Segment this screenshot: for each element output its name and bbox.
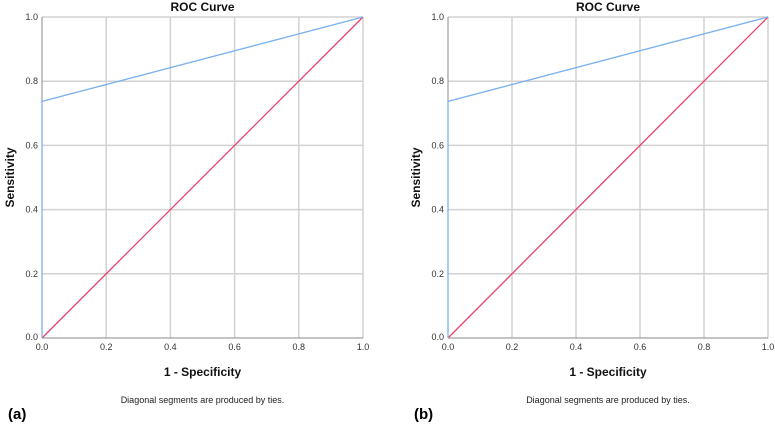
panel-label: (b) (414, 406, 433, 423)
x-tick-label: 0.8 (698, 342, 711, 352)
x-tick-label: 0.0 (36, 342, 49, 352)
y-tick-label: 0.8 (25, 76, 38, 86)
x-tick-label: 1.0 (357, 342, 370, 352)
y-tick-label: 0.4 (431, 205, 444, 215)
x-tick-label: 0.6 (634, 342, 647, 352)
x-tick-label: 0.0 (442, 342, 455, 352)
series-line-roc (447, 16, 769, 338)
y-tick-label: 0.6 (25, 140, 38, 150)
x-tick-label: 0.2 (506, 342, 519, 352)
x-tick-label: 0.6 (228, 342, 241, 352)
y-axis-label: Sensitivity (409, 147, 423, 207)
y-axis-label: Sensitivity (3, 147, 17, 207)
x-tick-label: 1.0 (762, 342, 775, 352)
chart-title: ROC Curve (170, 0, 234, 14)
footnote: Diagonal segments are produced by ties. (121, 395, 285, 405)
x-axis-label: 1 - Specificity (569, 365, 647, 379)
y-tick-label: 1.0 (25, 12, 38, 22)
x-tick-label: 0.4 (164, 342, 177, 352)
series-line-reference-line (41, 16, 364, 339)
y-tick-label: 0.0 (25, 332, 38, 342)
panel-label: (a) (8, 406, 26, 423)
y-tick-label: 0.2 (431, 269, 444, 279)
y-tick-label: 0.6 (431, 140, 444, 150)
x-tick-label: 0.2 (100, 342, 113, 352)
series-line-reference-line (447, 16, 769, 339)
series-line-roc (41, 16, 364, 338)
chart-panel-a: 0.0 0.2 0.4 0.6 0.8 1.0 0.0 0.2 0.4 0.6 0.8 1.0 ROC … (3, 0, 369, 423)
chart-title: ROC Curve (576, 0, 640, 14)
y-tick-label: 0.4 (25, 205, 38, 215)
x-tick-label: 0.8 (293, 342, 306, 352)
y-tick-label: 0.8 (431, 76, 444, 86)
y-tick-label: 1.0 (431, 12, 444, 22)
x-tick-label: 0.4 (570, 342, 583, 352)
y-tick-label: 0.0 (431, 332, 444, 342)
chart-panel-b: 0.0 0.2 0.4 0.6 0.8 1.0 0.0 0.2 0.4 0.6 0.8 1.0 ROC … (409, 0, 774, 423)
x-axis-label: 1 - Specificity (164, 365, 242, 379)
footnote: Diagonal segments are produced by ties. (526, 395, 690, 405)
y-tick-label: 0.2 (25, 269, 38, 279)
